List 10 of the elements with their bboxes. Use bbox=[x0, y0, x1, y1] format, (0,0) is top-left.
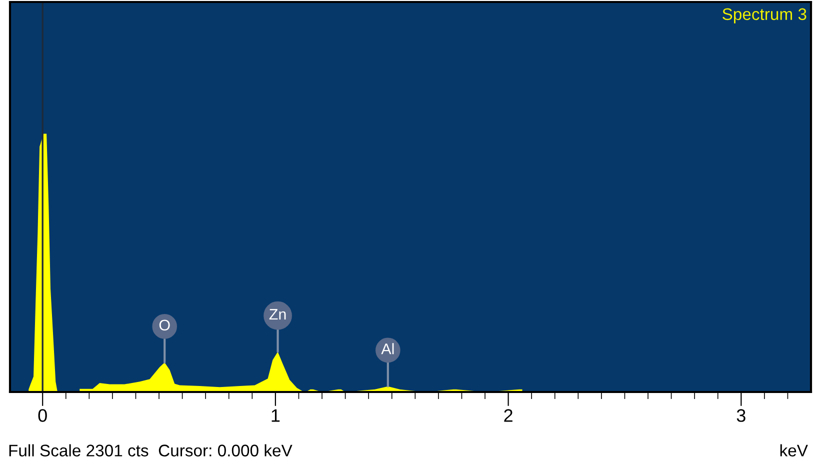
x-axis-title: keV bbox=[780, 444, 808, 456]
x-tick-label: 0 bbox=[38, 409, 47, 422]
annotation: Al bbox=[381, 343, 394, 354]
x-tick-label: 3 bbox=[736, 409, 746, 422]
x-tick-label: 1 bbox=[272, 409, 280, 422]
annotation: Zn bbox=[269, 309, 286, 320]
text: Full Scale 2301 cts Cursor: 0.000 keV bbox=[9, 444, 292, 456]
x-tick-label: 2 bbox=[504, 409, 512, 422]
chart-title: Spectrum 3 bbox=[722, 8, 806, 24]
annotation: O bbox=[159, 320, 170, 331]
